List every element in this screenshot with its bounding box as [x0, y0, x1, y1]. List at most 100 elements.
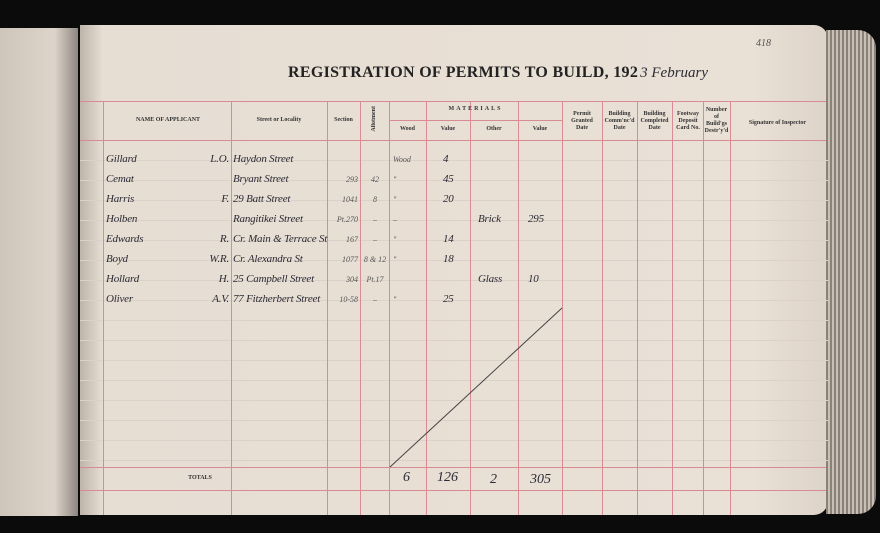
header-number: Number of Build'gs Destr'y'd: [704, 107, 729, 134]
cell-other-value: 295: [528, 213, 544, 225]
page-title: REGISTRATION OF PERMITS TO BUILD, 192: [288, 64, 639, 81]
materials-rule: [389, 120, 562, 121]
cell-initials: F.: [221, 193, 229, 205]
header-permit: Permit Granted Date: [571, 111, 593, 131]
cell-initials: W.R.: [209, 253, 229, 265]
cell-street: Rangitikei Street: [233, 213, 303, 225]
cell-initials: R.: [219, 233, 229, 245]
rule-line: [80, 101, 826, 102]
column-line: [103, 101, 104, 515]
cell-street: 77 Fitzherbert Street: [233, 293, 321, 305]
ruled-line: [80, 300, 828, 301]
ruled-line: [80, 420, 828, 421]
header-street: Street or Locality: [256, 117, 302, 123]
title-month: 3 February: [640, 65, 709, 81]
column-line: [637, 101, 638, 515]
ruled-line: [80, 180, 828, 181]
page-number: 418: [756, 38, 771, 49]
cell-value: 45: [443, 173, 454, 185]
cell-section: 1041: [342, 195, 358, 204]
cell-section: 1077: [342, 255, 358, 264]
total-other-value: 305: [530, 472, 551, 487]
cell-value: 18: [443, 253, 454, 265]
ruled-line: [80, 440, 828, 441]
column-line: [360, 101, 361, 515]
ruled-line: [80, 200, 828, 201]
cell-value: 4: [443, 153, 449, 165]
cell-wood: ": [393, 195, 397, 204]
cell-street: Bryant Street: [233, 173, 289, 185]
column-line: [602, 101, 603, 515]
column-line: [389, 101, 390, 515]
cell-other: Glass: [478, 273, 503, 285]
cell-allotment: –: [373, 235, 377, 244]
column-line: [730, 101, 731, 515]
totals-label: TOTALS: [188, 475, 212, 481]
cell-name: Hollard: [106, 273, 140, 285]
cell-allotment: 8 & 12: [363, 255, 387, 264]
cell-section: 293: [346, 175, 358, 184]
cell-initials: A.V.: [212, 293, 229, 305]
header-name: NAME OF APPLICANT: [135, 117, 201, 123]
cell-section: 10-58: [339, 295, 358, 304]
ruled-line: [80, 460, 828, 461]
header-other: Other: [486, 126, 502, 132]
cell-value: 14: [443, 233, 454, 245]
cell-allotment: –: [373, 295, 377, 304]
cell-value: 25: [443, 293, 454, 305]
column-line: [518, 101, 519, 515]
ruled-line: [80, 160, 828, 161]
ruled-line: [80, 320, 828, 321]
column-line: [703, 101, 704, 515]
cell-name: Oliver: [106, 293, 133, 305]
rule-line: [80, 467, 826, 468]
column-line: [672, 101, 673, 515]
rule-line: [80, 490, 826, 491]
ruled-line: [80, 240, 828, 241]
header-signature: Signature of Inspector: [748, 120, 807, 126]
left-page: [0, 28, 78, 516]
cell-allotment: 8: [373, 195, 377, 204]
cell-name: Edwards: [106, 233, 144, 245]
total-wood: 6: [403, 470, 410, 485]
cell-initials: H.: [218, 273, 229, 285]
cell-other-value: 10: [528, 273, 539, 285]
cell-name: Cemat: [106, 173, 134, 185]
header-wood: Wood: [399, 126, 415, 132]
title-bar: REGISTRATION OF PERMITS TO BUILD, 192 3 …: [288, 64, 708, 82]
ruled-line: [80, 360, 828, 361]
cell-street: Cr. Main & Terrace St: [233, 233, 328, 245]
total-other: 2: [490, 472, 497, 487]
column-line: [426, 101, 427, 515]
cell-name: Gillard: [106, 153, 137, 165]
header-completed: Building Completed Date: [640, 111, 669, 131]
ruled-line: [80, 340, 828, 341]
column-line: [327, 101, 328, 515]
cell-section: 304: [346, 275, 358, 284]
page-edges: [826, 30, 876, 514]
ruled-line: [80, 220, 828, 221]
ruled-line: [80, 400, 828, 401]
cell-street: 25 Campbell Street: [233, 273, 314, 285]
cell-wood: Wood: [393, 155, 411, 164]
cell-allotment: Pt.17: [366, 275, 384, 284]
rule-line: [80, 140, 826, 141]
header-value: Value: [440, 126, 456, 132]
cell-wood: ": [393, 255, 397, 264]
cell-section: 167: [346, 235, 358, 244]
column-line: [562, 101, 563, 515]
header-footway: Footway Deposit Card No.: [676, 111, 700, 131]
header-commenced: Building Comm'nc'd Date: [604, 111, 635, 131]
header-other-value: Value: [532, 126, 548, 132]
cell-wood: ": [393, 295, 397, 304]
cell-allotment: –: [373, 215, 377, 224]
cell-name: Holben: [106, 213, 138, 225]
ruled-line: [80, 380, 828, 381]
ruled-line: [80, 280, 828, 281]
cell-street: Haydon Street: [233, 153, 294, 165]
cell-wood: ": [393, 175, 397, 184]
cell-other: Brick: [478, 213, 501, 225]
cell-wood: ": [393, 235, 397, 244]
cell-value: 20: [443, 193, 454, 205]
